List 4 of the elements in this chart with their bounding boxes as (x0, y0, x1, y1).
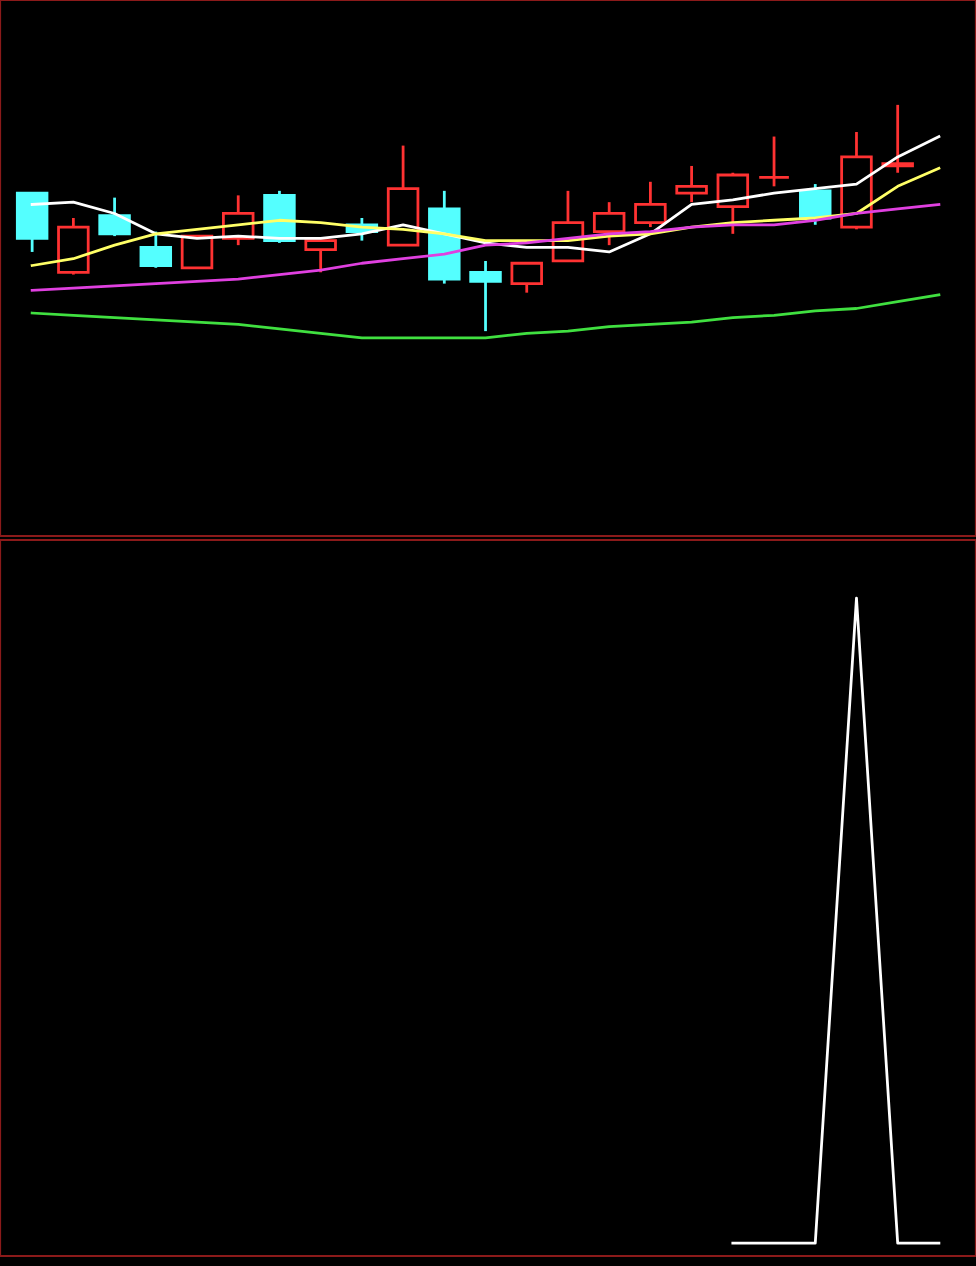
candlestick (675, 164, 708, 204)
candlestick (469, 259, 502, 333)
candlestick (881, 103, 914, 175)
candlestick (428, 189, 461, 285)
